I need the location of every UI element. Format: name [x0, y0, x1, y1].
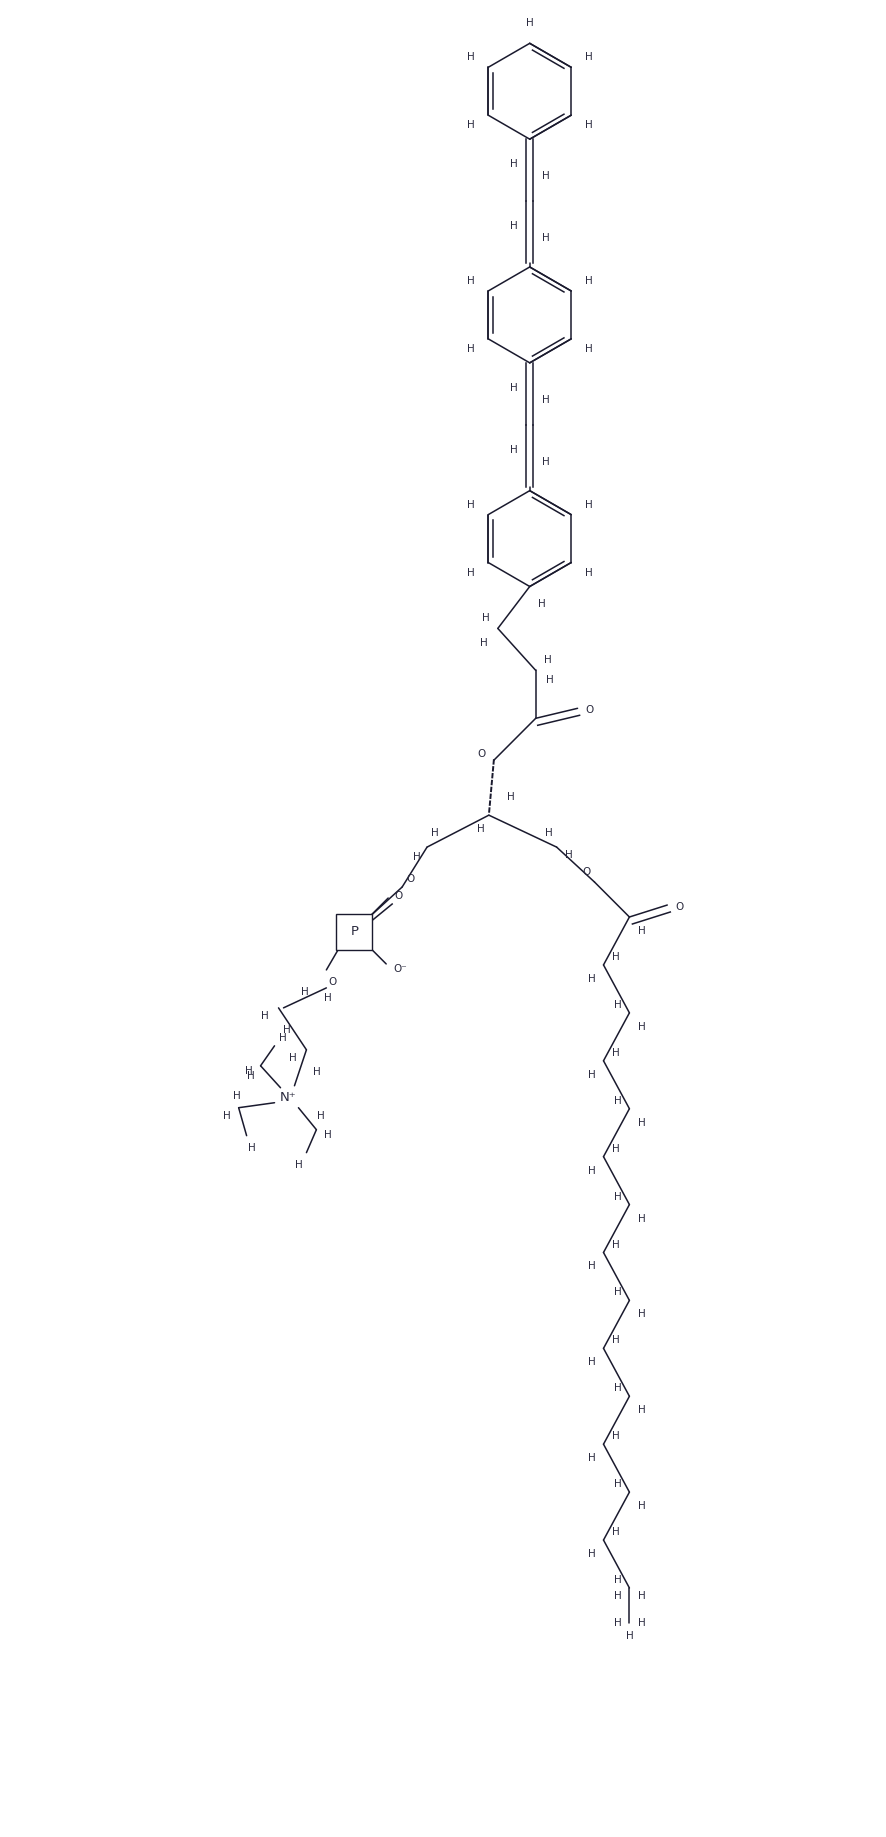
Text: H: H [510, 382, 517, 393]
Text: H: H [585, 51, 593, 62]
Text: H: H [614, 1192, 621, 1201]
Text: H: H [480, 639, 488, 648]
Text: H: H [467, 500, 475, 509]
Text: H: H [611, 1527, 619, 1538]
Text: H: H [564, 851, 572, 860]
Text: H: H [542, 395, 549, 404]
Text: H: H [638, 1310, 645, 1319]
Text: H: H [611, 1240, 619, 1249]
Text: H: H [294, 1159, 302, 1170]
Text: H: H [526, 18, 533, 28]
Text: H: H [248, 1143, 255, 1152]
Text: H: H [324, 1130, 332, 1139]
Text: H: H [467, 119, 475, 130]
Text: O: O [406, 874, 415, 884]
Text: H: H [510, 220, 517, 231]
Text: H: H [467, 568, 475, 577]
Text: H: H [482, 614, 490, 623]
Text: H: H [538, 599, 546, 610]
Text: H: H [585, 276, 593, 287]
Text: H: H [638, 1214, 645, 1223]
Text: H: H [542, 171, 549, 182]
Text: H: H [246, 1071, 254, 1080]
Text: H: H [638, 1405, 645, 1414]
Text: H: H [413, 852, 421, 862]
Text: H: H [611, 1335, 619, 1345]
Text: H: H [638, 1117, 645, 1128]
Text: O⁻: O⁻ [393, 964, 407, 974]
Text: H: H [587, 974, 595, 985]
Text: H: H [222, 1111, 230, 1121]
Text: H: H [585, 119, 593, 130]
Text: H: H [638, 1618, 645, 1628]
Text: H: H [477, 825, 485, 834]
FancyBboxPatch shape [337, 915, 372, 950]
Text: H: H [614, 1591, 621, 1602]
Text: H: H [587, 1069, 595, 1080]
Text: H: H [611, 1144, 619, 1154]
Text: N⁺: N⁺ [280, 1091, 297, 1104]
Text: H: H [614, 999, 621, 1010]
Text: H: H [614, 1288, 621, 1297]
Text: H: H [431, 828, 439, 838]
Text: H: H [544, 656, 552, 665]
Text: H: H [626, 1631, 633, 1640]
Text: H: H [278, 1032, 286, 1043]
Text: H: H [546, 676, 554, 685]
Text: H: H [510, 445, 517, 456]
Text: H: H [467, 344, 475, 355]
Text: H: H [467, 51, 475, 62]
Text: H: H [587, 1549, 595, 1560]
Text: H: H [324, 992, 332, 1003]
Text: H: H [611, 1047, 619, 1058]
Text: H: H [614, 1095, 621, 1106]
Text: H: H [587, 1358, 595, 1367]
Text: H: H [614, 1383, 621, 1392]
Text: O: O [586, 705, 594, 715]
Text: H: H [587, 1262, 595, 1271]
Text: H: H [542, 233, 549, 242]
Text: H: H [289, 1053, 296, 1064]
Text: H: H [283, 1025, 291, 1034]
Text: O: O [394, 891, 402, 900]
Text: H: H [638, 926, 645, 937]
Text: H: H [614, 1574, 621, 1585]
Text: H: H [507, 792, 515, 803]
Text: H: H [542, 457, 549, 467]
Text: H: H [245, 1065, 253, 1076]
Text: H: H [587, 1166, 595, 1176]
Text: H: H [300, 986, 308, 997]
Text: O: O [328, 977, 337, 986]
Text: H: H [316, 1111, 324, 1121]
Text: H: H [545, 828, 553, 838]
Text: H: H [585, 344, 593, 355]
Text: H: H [260, 1010, 268, 1021]
Text: H: H [510, 160, 517, 169]
Text: O: O [675, 902, 683, 911]
Text: H: H [638, 1021, 645, 1032]
Text: H: H [638, 1501, 645, 1512]
Text: H: H [611, 952, 619, 963]
Text: H: H [614, 1618, 621, 1628]
Text: H: H [585, 500, 593, 509]
Text: H: H [638, 1591, 645, 1602]
Text: H: H [585, 568, 593, 577]
Text: H: H [614, 1479, 621, 1490]
Text: H: H [233, 1091, 240, 1100]
Text: H: H [467, 276, 475, 287]
Text: H: H [313, 1067, 320, 1076]
Text: P: P [350, 926, 358, 939]
Text: H: H [587, 1453, 595, 1464]
Text: H: H [611, 1431, 619, 1442]
Text: O: O [582, 867, 591, 876]
Text: O: O [478, 749, 486, 759]
